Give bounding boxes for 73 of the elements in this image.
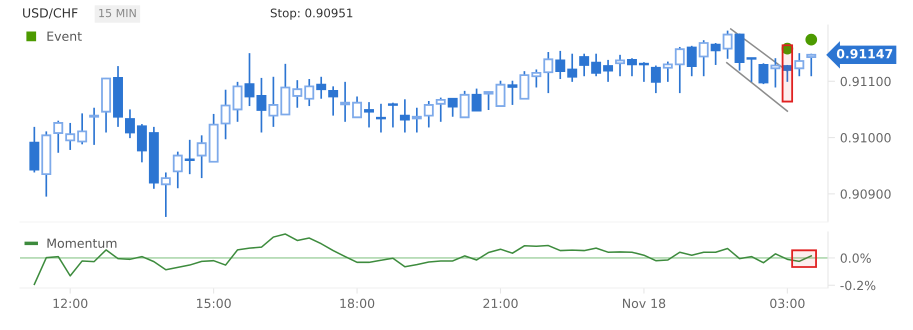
candlestick bbox=[591, 52, 602, 78]
candlestick bbox=[340, 81, 350, 123]
candlestick bbox=[232, 81, 243, 123]
candlestick bbox=[686, 44, 697, 78]
candlestick bbox=[794, 52, 804, 78]
candlestick bbox=[650, 64, 661, 94]
x-tick-label: Nov 18 bbox=[623, 298, 666, 308]
candlestick bbox=[220, 88, 231, 140]
candlestick bbox=[710, 42, 721, 66]
x-tick-label: 21:00 bbox=[483, 298, 518, 308]
candlestick bbox=[496, 80, 506, 107]
candlestick bbox=[507, 80, 518, 106]
candlestick bbox=[364, 101, 374, 128]
candlestick bbox=[268, 76, 278, 128]
candlestick bbox=[196, 134, 207, 179]
candlestick bbox=[160, 172, 171, 218]
candlestick bbox=[674, 46, 685, 94]
candlestick bbox=[519, 70, 530, 100]
x-tick-label: 12:00 bbox=[54, 298, 88, 308]
candlestick bbox=[555, 50, 566, 80]
candlestick bbox=[124, 108, 135, 139]
candlestick bbox=[436, 96, 446, 123]
y-tick-label: 0.0% bbox=[840, 253, 871, 263]
candlestick bbox=[172, 150, 183, 190]
candlestick bbox=[603, 59, 614, 83]
candlestick bbox=[328, 86, 338, 116]
candlestick bbox=[472, 88, 482, 112]
candlestick bbox=[579, 52, 590, 78]
candlestick bbox=[316, 76, 326, 100]
candlestick bbox=[662, 60, 673, 83]
x-tick-label: 18:00 bbox=[340, 298, 374, 308]
candlestick bbox=[292, 79, 302, 109]
candlestick bbox=[806, 52, 816, 78]
legend-label: Momentum bbox=[47, 238, 116, 248]
candlestick bbox=[758, 62, 768, 85]
candlestick bbox=[304, 78, 314, 107]
x-tick-label: 03:00 bbox=[770, 298, 805, 308]
text: Stop: 0.90951 bbox=[270, 8, 352, 20]
candlestick bbox=[448, 97, 458, 118]
candlestick bbox=[65, 122, 76, 151]
annotation: 0.91147 bbox=[836, 49, 892, 58]
chart-title: USD/CHF bbox=[23, 8, 78, 19]
candlestick bbox=[627, 57, 637, 78]
candlestick bbox=[400, 98, 410, 134]
y-tick-label: 0.91000 bbox=[840, 133, 891, 142]
candlestick bbox=[698, 39, 709, 78]
candlestick bbox=[615, 54, 625, 78]
candlestick bbox=[256, 77, 266, 134]
candlestick bbox=[53, 120, 64, 154]
chart-subtitle: 15 MIN bbox=[99, 8, 136, 18]
y-tick-label: 0.91100 bbox=[840, 76, 891, 86]
candlestick bbox=[89, 106, 100, 146]
candlestick bbox=[770, 57, 780, 88]
y-tick-label: 0.90900 bbox=[840, 189, 891, 199]
candlestick bbox=[638, 61, 649, 83]
candlestick bbox=[460, 90, 470, 118]
candlestick bbox=[184, 138, 195, 175]
candlestick bbox=[376, 102, 386, 134]
candlestick bbox=[543, 51, 554, 94]
candlestick bbox=[567, 52, 578, 83]
candlestick bbox=[722, 30, 733, 60]
candlestick bbox=[412, 106, 422, 134]
candlestick bbox=[484, 90, 494, 111]
candlestick bbox=[77, 112, 88, 146]
candlestick bbox=[531, 68, 542, 88]
candlestick bbox=[244, 52, 254, 107]
legend-label: Event bbox=[47, 32, 82, 41]
candlestick bbox=[388, 102, 398, 128]
candlestick bbox=[352, 96, 362, 118]
y-tick-label: -0.2% bbox=[840, 280, 876, 290]
x-tick-label: 15:00 bbox=[196, 298, 231, 308]
candlestick bbox=[746, 57, 756, 83]
candlestick bbox=[424, 100, 434, 128]
